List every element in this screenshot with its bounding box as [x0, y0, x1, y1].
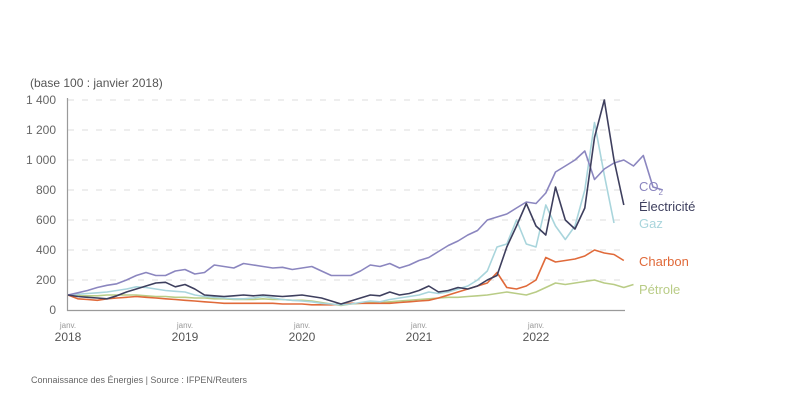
x-tick-month-label: janv.: [293, 321, 310, 330]
x-tick-year-label: 2021: [406, 330, 433, 344]
x-tick-year-label: 2018: [55, 330, 82, 344]
y-tick-label: 0: [49, 303, 56, 317]
legend-label-co2: CO2: [639, 179, 664, 197]
legend-label-charbon: Charbon: [639, 254, 689, 269]
y-axis-ticks: 0 200 400 600 800 1 000 1 200 1 400: [26, 93, 56, 317]
y-tick-label: 1 400: [26, 93, 56, 107]
y-tick-label: 1 200: [26, 123, 56, 137]
axes: [66, 98, 625, 312]
y-tick-label: 400: [36, 243, 56, 257]
legend-label-electricite: Électricité: [639, 199, 695, 214]
y-tick-label: 800: [36, 183, 56, 197]
y-axis-unit-label: (base 100 : janvier 2018): [30, 76, 163, 90]
series-line-co2: [67, 150, 664, 296]
gridlines: [68, 99, 625, 281]
x-tick-month-label: janv.: [59, 321, 76, 330]
series-lines: [67, 99, 664, 307]
legend-subscript: 2: [659, 188, 664, 197]
series-line-electricite: [67, 99, 625, 305]
legend-label-petrole: Pétrole: [639, 282, 680, 297]
x-tick-month-label: janv.: [527, 321, 544, 330]
legend: CO2 Électricité Gaz Charbon Pétrole: [639, 179, 695, 297]
x-tick-year-label: 2022: [523, 330, 550, 344]
source-footer: Connaissance des Énergies | Source : IFP…: [31, 375, 247, 385]
x-tick-month-label: janv.: [176, 321, 193, 330]
x-tick-month-label: janv.: [410, 321, 427, 330]
y-tick-label: 1 000: [26, 153, 56, 167]
x-tick-year-label: 2020: [289, 330, 316, 344]
y-tick-label: 600: [36, 213, 56, 227]
x-tick-year-label: 2019: [172, 330, 199, 344]
series-line-gaz: [67, 121, 615, 306]
x-axis-ticks: janv.2018janv.2019janv.2020janv.2021janv…: [55, 321, 550, 344]
legend-label-gaz: Gaz: [639, 216, 663, 231]
y-tick-label: 200: [36, 273, 56, 287]
